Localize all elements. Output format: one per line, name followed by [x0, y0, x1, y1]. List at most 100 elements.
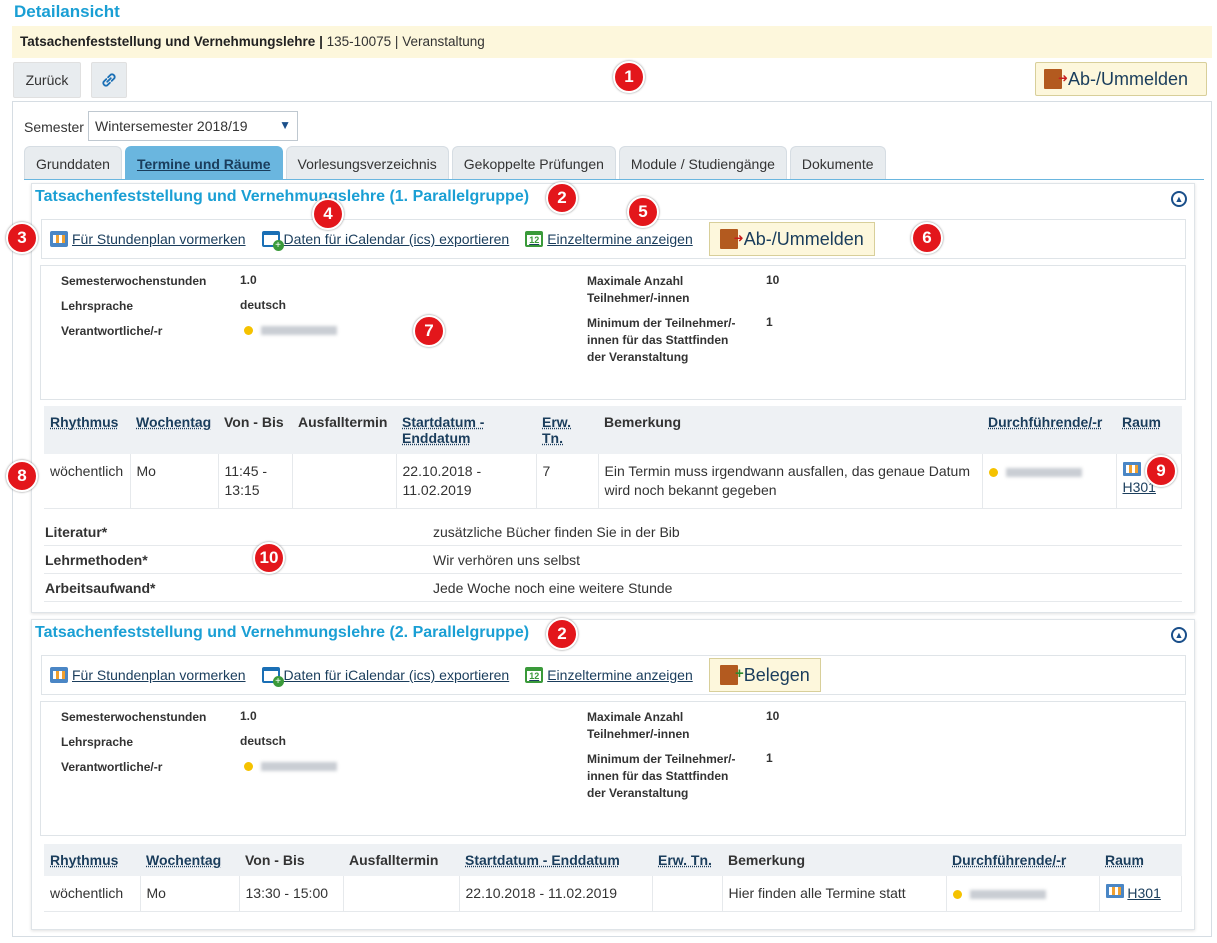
- col-erw-tn[interactable]: Erw. Tn.: [536, 406, 598, 454]
- literature-label: Literatur*: [45, 524, 108, 540]
- col-wochentag[interactable]: Wochentag: [140, 844, 239, 876]
- calendar-add-icon: [261, 667, 284, 687]
- col-raum[interactable]: Raum: [1099, 844, 1182, 876]
- group-title[interactable]: Tatsachenfeststellung und Vernehmungsleh…: [35, 188, 530, 205]
- tab-module-studiengaenge[interactable]: Module / Studiengänge: [618, 146, 787, 180]
- collapse-icon[interactable]: ▲: [1171, 627, 1187, 643]
- annotation-badge-10: 10: [253, 542, 285, 574]
- language-label: Lehrsprache: [61, 735, 134, 749]
- col-durchfuehrende[interactable]: Durchführende/-r: [946, 844, 1099, 876]
- max-participants-value: 10: [766, 709, 780, 723]
- annotation-badge-2b: 2: [546, 618, 578, 650]
- status-dot: [952, 889, 962, 899]
- tab-vorlesungsverzeichnis[interactable]: Vorlesungsverzeichnis: [285, 146, 449, 180]
- room-plan-icon[interactable]: [1122, 462, 1141, 476]
- schedule-bookmark-link[interactable]: Für Stundenplan vormerken: [50, 231, 246, 247]
- register-button[interactable]: Ab-/Ummelden: [708, 222, 875, 256]
- annotation-badge-4: 4: [312, 198, 344, 230]
- col-startdatum[interactable]: Startdatum - Enddatum: [396, 406, 536, 454]
- col-bemerkung: Bemerkung: [598, 406, 982, 454]
- door-enter-icon: [719, 665, 744, 685]
- ics-export-link[interactable]: Daten für iCalendar (ics) exportieren: [261, 231, 510, 251]
- register-button-label: Ab-/Ummelden: [743, 228, 864, 249]
- schedule-bookmark-link[interactable]: Für Stundenplan vormerken: [50, 667, 246, 683]
- cell-day: Mo: [130, 454, 219, 509]
- literature-value: zusätzliche Bücher finden Sie in der Bib: [433, 524, 680, 540]
- min-participants-value: 1: [766, 751, 773, 765]
- col-erw-tn[interactable]: Erw. Tn.: [652, 844, 722, 876]
- register-button-label: Ab-/Ummelden: [1068, 68, 1189, 89]
- col-rhythmus[interactable]: Rhythmus: [44, 406, 130, 454]
- course-info-bar: Tatsachenfeststellung und Vernehmungsleh…: [12, 26, 1212, 58]
- register-button-top[interactable]: Ab-/Ummelden: [1035, 62, 1207, 96]
- col-ausfalltermin: Ausfalltermin: [343, 844, 459, 876]
- cell-cancel: [292, 454, 397, 509]
- ics-export-label: Daten für iCalendar (ics) exportieren: [283, 231, 510, 247]
- table-row: wöchentlich Mo 13:30 - 15:00 22.10.2018 …: [44, 876, 1182, 912]
- cell-lecturer[interactable]: [982, 454, 1117, 509]
- enroll-button-label: Belegen: [743, 664, 810, 685]
- tab-grunddaten[interactable]: Grunddaten: [24, 146, 122, 180]
- responsible-person[interactable]: [244, 759, 337, 773]
- table-header-row: Rhythmus Wochentag Von - Bis Ausfallterm…: [44, 406, 1182, 454]
- sws-label: Semesterwochenstunden: [61, 274, 207, 288]
- cell-room[interactable]: H301: [1099, 876, 1182, 912]
- table-row: wöchentlich Mo 11:45 - 13:15 22.10.2018 …: [44, 454, 1182, 509]
- collapse-icon[interactable]: ▲: [1171, 191, 1187, 207]
- ics-export-link[interactable]: Daten für iCalendar (ics) exportieren: [261, 667, 510, 687]
- cell-rhythm: wöchentlich: [44, 454, 131, 509]
- col-von-bis: Von - Bis: [239, 844, 343, 876]
- tab-gekoppelte-pruefungen[interactable]: Gekoppelte Prüfungen: [451, 146, 616, 180]
- course-separator: |: [319, 34, 323, 49]
- tab-termine-und-raeume[interactable]: Termine und Räume: [124, 146, 283, 180]
- schedule-bookmark-label: Für Stundenplan vormerken: [72, 667, 246, 683]
- tab-bar: Grunddaten Termine und Räume Vorlesungsv…: [24, 146, 886, 180]
- room-plan-icon[interactable]: [1105, 884, 1124, 898]
- cell-expected: 7: [536, 454, 599, 509]
- timetable-icon: [50, 231, 68, 247]
- schedule-bookmark-label: Für Stundenplan vormerken: [72, 231, 246, 247]
- enroll-button[interactable]: Belegen: [708, 658, 821, 692]
- back-button[interactable]: Zurück: [13, 62, 81, 98]
- group-title[interactable]: Tatsachenfeststellung und Vernehmungsleh…: [35, 624, 530, 641]
- permalink-button[interactable]: [91, 62, 127, 98]
- room-link[interactable]: H301: [1127, 885, 1161, 901]
- single-dates-link[interactable]: 12 Einzeltermine anzeigen: [525, 667, 693, 683]
- annotation-badge-2: 2: [546, 182, 578, 214]
- workload-row: Arbeitsaufwand* Jede Woche noch eine wei…: [44, 574, 1182, 602]
- semester-select[interactable]: Wintersemester 2018/19 ▼: [88, 111, 298, 141]
- redacted-name: [1005, 467, 1082, 477]
- cell-lecturer[interactable]: [946, 876, 1100, 912]
- course-details: Semesterwochenstunden 1.0 Lehrsprache de…: [40, 701, 1186, 836]
- responsible-person[interactable]: [244, 323, 337, 337]
- status-dot: [244, 762, 253, 772]
- teaching-methods-row: Lehrmethoden* Wir verhören uns selbst: [44, 546, 1182, 574]
- col-von-bis: Von - Bis: [218, 406, 292, 454]
- cell-time: 13:30 - 15:00: [239, 876, 344, 912]
- col-bemerkung: Bemerkung: [722, 844, 946, 876]
- annotation-badge-6: 6: [911, 222, 943, 254]
- workload-value: Jede Woche noch eine weitere Stunde: [433, 580, 673, 596]
- room-link[interactable]: H301: [1122, 479, 1156, 495]
- sws-value: 1.0: [240, 709, 257, 723]
- col-durchfuehrende[interactable]: Durchführende/-r: [982, 406, 1116, 454]
- cell-note: Ein Termin muss irgendwann ausfallen, da…: [598, 454, 983, 509]
- col-raum[interactable]: Raum: [1116, 406, 1182, 454]
- ics-export-label: Daten für iCalendar (ics) exportieren: [283, 667, 510, 683]
- col-rhythmus[interactable]: Rhythmus: [44, 844, 140, 876]
- calendar-day-icon: 12: [525, 667, 544, 683]
- col-startdatum[interactable]: Startdatum - Enddatum: [459, 844, 652, 876]
- group-actions: Für Stundenplan vormerken Daten für iCal…: [41, 219, 1186, 259]
- single-dates-link[interactable]: 12 Einzeltermine anzeigen: [525, 231, 693, 247]
- semester-label: Semester: [24, 119, 84, 135]
- calendar-day-icon: 12: [525, 231, 544, 247]
- tab-divider: [24, 179, 1204, 180]
- cell-expected: [652, 876, 723, 912]
- col-wochentag[interactable]: Wochentag: [130, 406, 218, 454]
- max-participants-value: 10: [766, 273, 780, 287]
- responsible-label: Verantwortliche/-r: [61, 760, 163, 774]
- tab-dokumente[interactable]: Dokumente: [789, 146, 886, 180]
- link-icon: [102, 73, 116, 87]
- course-title: Tatsachenfeststellung und Vernehmungsleh…: [20, 34, 316, 49]
- annotation-badge-1: 1: [613, 61, 645, 93]
